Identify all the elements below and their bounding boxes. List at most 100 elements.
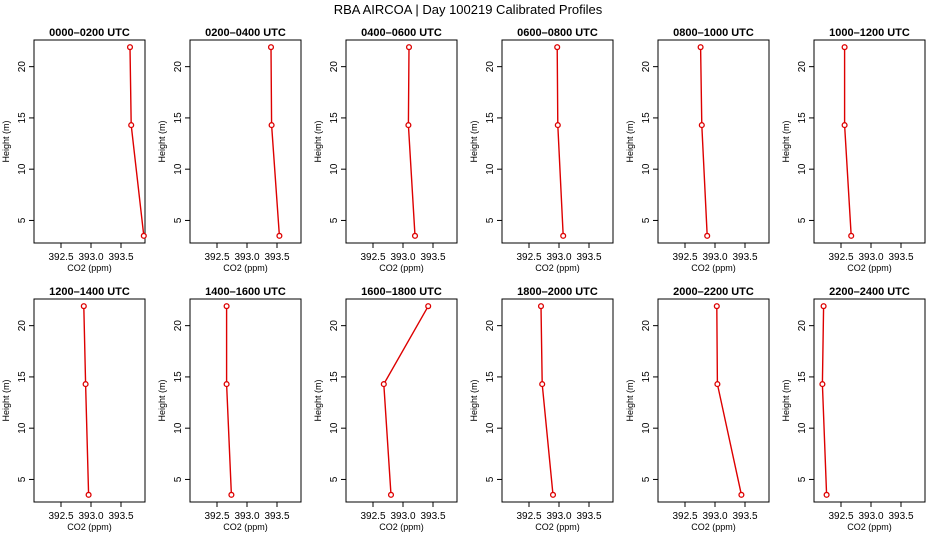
y-tick-label: 5 bbox=[17, 217, 28, 223]
x-tick-label: 392.5 bbox=[672, 511, 697, 522]
x-tick-label: 393.5 bbox=[576, 511, 601, 522]
y-tick-label: 5 bbox=[173, 217, 184, 223]
profile-line bbox=[83, 306, 90, 495]
y-tick-label: 10 bbox=[485, 163, 496, 175]
y-tick-label: 10 bbox=[173, 422, 184, 434]
data-point bbox=[819, 381, 826, 388]
data-point bbox=[549, 491, 557, 498]
profile-line bbox=[843, 47, 852, 236]
data-point bbox=[223, 303, 230, 310]
panel: 0800–1000 UTC 392.5 393.0 393.5 5 10 15 20 CO2 (… bbox=[625, 27, 770, 273]
profile-line bbox=[383, 305, 429, 495]
x-tick-label: 392.5 bbox=[516, 252, 541, 263]
y-tick-label: 20 bbox=[329, 320, 340, 332]
y-tick-label: 15 bbox=[797, 371, 808, 383]
profile-line bbox=[699, 47, 708, 236]
data-point bbox=[820, 303, 827, 310]
data-point bbox=[823, 491, 830, 498]
data-point bbox=[713, 303, 720, 310]
x-tick-label: 392.5 bbox=[828, 511, 853, 522]
x-tick-label: 393.5 bbox=[732, 511, 757, 522]
y-tick-label: 5 bbox=[17, 476, 28, 482]
data-point bbox=[85, 491, 92, 498]
panel-title: 1800–2000 UTC bbox=[517, 286, 598, 298]
data-point bbox=[387, 491, 395, 498]
y-axis-label: Height (m) bbox=[157, 120, 167, 162]
y-tick-label: 15 bbox=[641, 112, 652, 124]
panel: 1600–1800 UTC 392.5 393.0 393.5 5 10 15 20 CO2 (… bbox=[313, 286, 458, 532]
y-tick-label: 10 bbox=[17, 163, 28, 175]
data-point bbox=[128, 122, 135, 129]
y-axis-label: Height (m) bbox=[1, 379, 11, 421]
x-tick-label: 393.0 bbox=[702, 252, 727, 263]
data-point bbox=[841, 122, 848, 129]
y-tick-label: 10 bbox=[797, 163, 808, 175]
data-point bbox=[554, 44, 561, 51]
x-tick-label: 393.0 bbox=[702, 511, 727, 522]
x-tick-label: 393.0 bbox=[858, 252, 883, 263]
profile-line bbox=[716, 306, 743, 495]
y-tick-label: 15 bbox=[329, 371, 340, 383]
data-point bbox=[554, 122, 561, 129]
data-point bbox=[841, 44, 848, 51]
y-axis-label: Height (m) bbox=[1, 120, 11, 162]
y-tick-label: 5 bbox=[329, 476, 340, 482]
y-tick-label: 15 bbox=[17, 112, 28, 124]
x-axis-label: CO2 (ppm) bbox=[223, 263, 268, 273]
y-axis-label: Height (m) bbox=[469, 120, 479, 162]
profile-line bbox=[129, 47, 145, 236]
x-axis-label: CO2 (ppm) bbox=[223, 522, 268, 532]
data-point bbox=[80, 303, 87, 310]
y-tick-label: 20 bbox=[173, 61, 184, 73]
data-point bbox=[698, 122, 705, 129]
x-tick-label: 392.5 bbox=[204, 511, 229, 522]
x-tick-label: 392.5 bbox=[828, 252, 853, 263]
y-tick-label: 5 bbox=[641, 217, 652, 223]
x-axis-label: CO2 (ppm) bbox=[535, 522, 580, 532]
y-tick-label: 20 bbox=[485, 61, 496, 73]
data-point bbox=[405, 44, 413, 51]
data-point bbox=[405, 122, 412, 129]
figure-title: RBA AIRCOA | Day 100219 Calibrated Profi… bbox=[334, 2, 603, 17]
panel-title: 1200–1400 UTC bbox=[49, 286, 130, 298]
plot-frame bbox=[501, 298, 614, 503]
y-tick-label: 20 bbox=[329, 61, 340, 73]
x-axis-label: CO2 (ppm) bbox=[379, 522, 424, 532]
panel-title: 1000–1200 UTC bbox=[829, 27, 910, 39]
data-point bbox=[228, 491, 235, 498]
panel: 1000–1200 UTC 392.5 393.0 393.5 5 10 15 20 CO2 (… bbox=[781, 27, 926, 273]
x-tick-label: 392.5 bbox=[204, 252, 229, 263]
plot-frame bbox=[657, 298, 770, 503]
data-point bbox=[697, 44, 704, 51]
y-axis-label: Height (m) bbox=[781, 379, 791, 421]
y-tick-label: 5 bbox=[797, 217, 808, 223]
profile-line bbox=[225, 306, 233, 495]
plot-frame bbox=[813, 298, 926, 503]
y-axis-label: Height (m) bbox=[625, 379, 635, 421]
x-axis-label: CO2 (ppm) bbox=[691, 522, 736, 532]
panel-title: 2200–2400 UTC bbox=[829, 286, 910, 298]
y-tick-label: 15 bbox=[641, 371, 652, 383]
data-point bbox=[223, 381, 230, 388]
y-tick-label: 10 bbox=[329, 422, 340, 434]
profile-line bbox=[270, 47, 281, 236]
data-point bbox=[276, 232, 283, 239]
x-tick-label: 393.5 bbox=[576, 252, 601, 263]
x-axis-label: CO2 (ppm) bbox=[847, 263, 892, 273]
panel: 1200–1400 UTC 392.5 393.0 393.5 5 10 15 20 CO2 (… bbox=[1, 286, 146, 532]
panel: 0600–0800 UTC 392.5 393.0 393.5 5 10 15 20 CO2 (… bbox=[469, 27, 614, 273]
x-tick-label: 392.5 bbox=[48, 511, 73, 522]
y-tick-label: 15 bbox=[797, 112, 808, 124]
data-point bbox=[267, 44, 275, 51]
data-point bbox=[82, 381, 89, 388]
y-tick-label: 15 bbox=[173, 112, 184, 124]
panel: 1800–2000 UTC 392.5 393.0 393.5 5 10 15 20 CO2 (… bbox=[469, 286, 614, 532]
y-axis-label: Height (m) bbox=[157, 379, 167, 421]
panel-title: 0600–0800 UTC bbox=[517, 27, 598, 39]
plot-frame bbox=[813, 39, 926, 244]
y-tick-label: 20 bbox=[173, 320, 184, 332]
data-point bbox=[380, 381, 387, 388]
x-tick-label: 393.0 bbox=[858, 511, 883, 522]
y-tick-label: 10 bbox=[641, 163, 652, 175]
data-point bbox=[411, 232, 419, 239]
